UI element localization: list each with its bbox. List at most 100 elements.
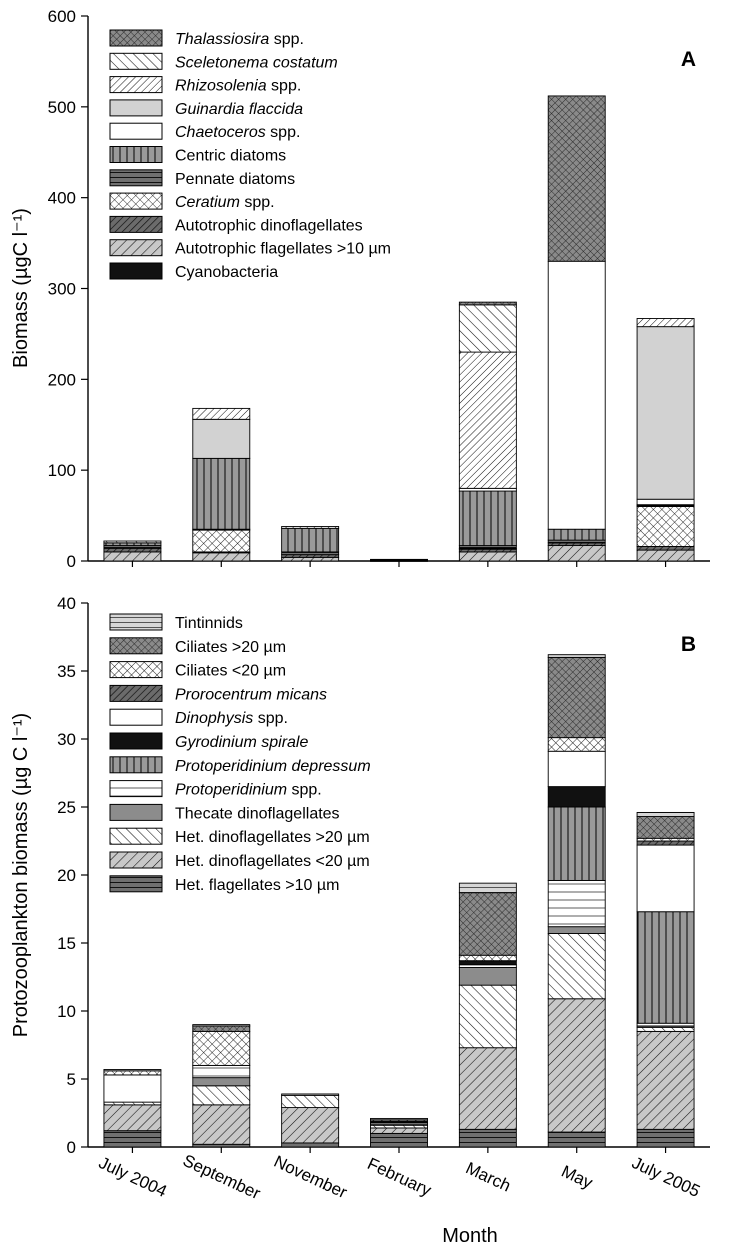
bar-segment [458, 967, 517, 986]
bar-segment [636, 1026, 695, 1032]
bar-segment [547, 750, 606, 788]
legend-label: Het. dinoflagellates <20 µm [175, 853, 370, 870]
legend-item: Ciliates <20 µm [109, 661, 286, 680]
legend-swatch [109, 613, 163, 631]
legend-swatch [109, 684, 163, 702]
legend-item: Ceratium spp. [109, 192, 275, 211]
legend-label: Het. dinoflagellates >20 µm [175, 829, 370, 846]
bar-segment [281, 526, 340, 529]
bar-segment [636, 549, 695, 562]
bar-segment [636, 1128, 695, 1148]
legend-item: Thecate dinoflagellates [109, 803, 340, 822]
bar-segment [103, 1069, 162, 1072]
legend-label: Tintinnids [175, 615, 243, 632]
bar-segment [636, 811, 695, 817]
legend-swatch [109, 76, 163, 94]
bar-segment [370, 1127, 428, 1134]
y-tick-label: 15 [57, 934, 76, 953]
legend-label: Pennate diatoms [175, 171, 295, 188]
bar-segment [636, 326, 695, 500]
legend-swatch [109, 169, 163, 187]
legend-item: Het. flagellates >10 µm [109, 875, 339, 894]
legend-label: Cyanobacteria [175, 264, 278, 281]
x-axis-title: Month [442, 1225, 498, 1247]
bar-segment [547, 737, 606, 752]
legend-item: Chaetoceros spp. [109, 122, 300, 141]
bar-segment [281, 1093, 340, 1096]
legend-swatch [109, 239, 163, 257]
bar-segment [636, 1030, 695, 1130]
bar-segment [192, 1085, 251, 1106]
legend-label: Ciliates >20 µm [175, 639, 286, 656]
legend-label: Guinardia flaccida [175, 101, 303, 118]
bar-segment [281, 527, 340, 553]
legend-item: Autotrophic flagellates >10 µm [109, 239, 391, 258]
panel-b-chart: 0 5 10 15 20 25 30 35 40 Protozooplankton biomass… [10, 594, 710, 1203]
legend-item: Rhizosolenia spp. [109, 76, 301, 95]
legend-item: Thalassiosira spp. [109, 29, 304, 48]
legend-swatch [109, 803, 163, 821]
bar-segment [192, 529, 251, 553]
legend-label: Sceletonema costatum [175, 54, 338, 71]
bar-segment [547, 654, 606, 658]
legend-label: Chaetoceros spp. [175, 124, 300, 141]
x-tick-label: September [180, 1151, 264, 1204]
y-tick-label: 25 [57, 798, 76, 817]
y-tick-label: 600 [48, 7, 76, 26]
legend-swatch [109, 875, 163, 893]
legend-label: Protoperidinium spp. [175, 782, 322, 799]
bar-segment [458, 490, 517, 547]
bar-segment [547, 656, 606, 739]
legend-label: Ciliates <20 µm [175, 663, 286, 680]
legend-label: Gyrodinium spirale [175, 734, 308, 751]
bar-segment [636, 816, 695, 839]
legend-item: Guinardia flaccida [109, 99, 303, 118]
bar-segment [103, 1070, 162, 1076]
bar-segment [192, 1064, 251, 1079]
bar-segment [370, 1132, 428, 1148]
x-tick-label: May [558, 1162, 596, 1193]
x-tick-label: March [463, 1158, 514, 1195]
bar-segment [281, 1094, 340, 1109]
x-tick-label: November [271, 1152, 350, 1203]
bar-segment [281, 1107, 340, 1144]
legend-swatch [109, 146, 163, 163]
legend-swatch [109, 215, 163, 233]
bar-segment [458, 892, 517, 956]
panel-a-chart: 0 100 200 300 400 500 600 Biomass (µgC l⁻¹) Thal… [10, 7, 710, 571]
legend-label: Thalassiosira spp. [175, 31, 304, 48]
legend-label: Ceratium spp. [175, 194, 275, 211]
legend-label: Het. flagellates >10 µm [175, 877, 339, 894]
bar-segment [192, 1025, 251, 1032]
bar-segment [636, 506, 695, 547]
bar-segment [636, 844, 695, 913]
bar-segment [192, 457, 251, 530]
x-tick-label: July 2004 [96, 1153, 170, 1201]
legend-item: Ciliates >20 µm [109, 637, 286, 656]
bar-segment [192, 1077, 251, 1087]
bar-segment [547, 879, 606, 928]
bar-segment [370, 1117, 428, 1121]
legend-item: Centric diatoms [109, 146, 286, 165]
bar-segment [547, 786, 606, 808]
legend-swatch [109, 732, 163, 750]
bar-segment [281, 1142, 340, 1148]
y-tick-label: 10 [57, 1002, 76, 1021]
legend-item: Prorocentrum micans [109, 684, 327, 703]
legend-label: Autotrophic dinoflagellates [175, 217, 363, 234]
bar-segment [547, 806, 606, 881]
legend-swatch [109, 851, 163, 869]
y-tick-label: 40 [57, 594, 76, 613]
legend-item: Het. dinoflagellates >20 µm [109, 827, 370, 846]
bar-segment [458, 960, 517, 966]
bar-segment [458, 882, 517, 894]
bar-segment [547, 545, 606, 562]
panel-label: A [681, 48, 696, 71]
bar-segment [458, 304, 517, 353]
legend-swatch [109, 122, 163, 140]
bar-segment [458, 1047, 517, 1130]
legend-label: Autotrophic flagellates >10 µm [175, 241, 391, 258]
legend-label: Protoperidinium depressum [175, 758, 371, 775]
bar-segment [636, 911, 695, 1024]
